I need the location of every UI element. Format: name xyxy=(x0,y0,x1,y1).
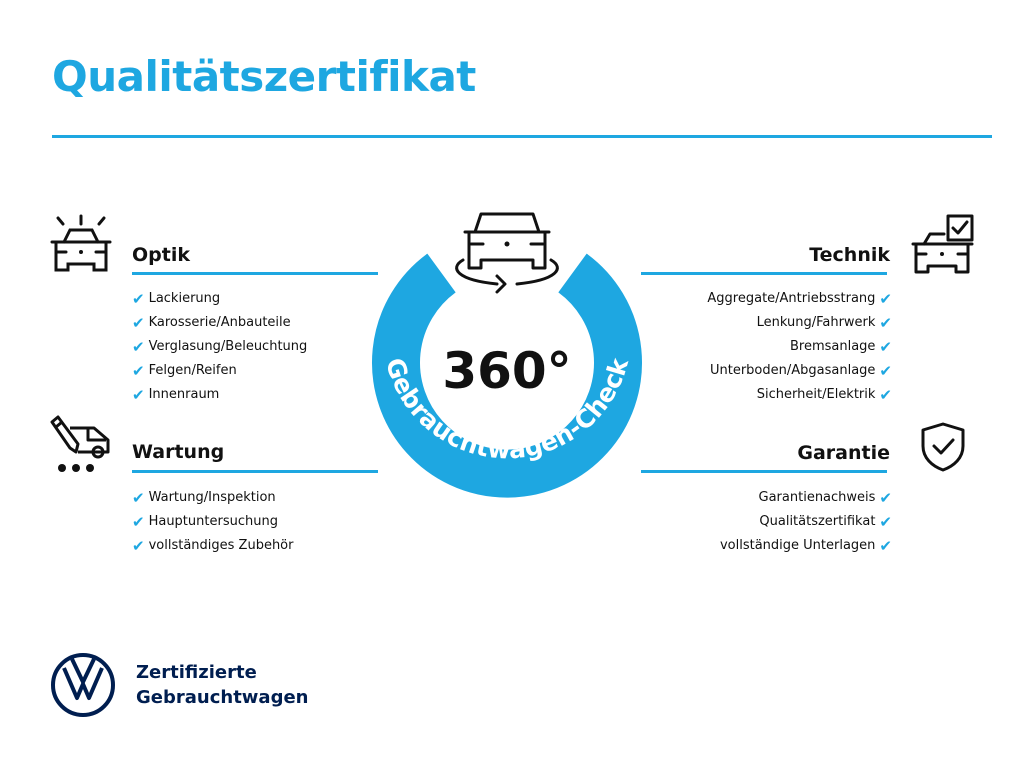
footer-line2: Gebrauchtwagen xyxy=(136,687,309,708)
item-label: Bremsanlage xyxy=(789,339,876,354)
check-icon: ✔ xyxy=(132,290,145,308)
check-icon: ✔ xyxy=(879,362,892,380)
item-label: Innenraum xyxy=(148,387,220,402)
check-icon: ✔ xyxy=(879,314,892,332)
list-item: Garantienachweis ✔ xyxy=(720,486,892,510)
list-item: ✔ Hauptuntersuchung xyxy=(132,510,293,534)
title-divider xyxy=(52,135,992,138)
list-item: ✔ Karosserie/Anbauteile xyxy=(132,311,307,335)
badge-ring xyxy=(372,253,642,498)
item-label: Hauptuntersuchung xyxy=(148,514,278,529)
check-icon: ✔ xyxy=(132,338,145,356)
technik-list: Aggregate/Antriebsstrang ✔ Lenkung/Fahrwe… xyxy=(707,287,892,407)
footer-line1: Zertifizierte xyxy=(136,662,257,683)
section-divider xyxy=(641,272,887,275)
shield-check-icon xyxy=(921,422,965,472)
section-divider xyxy=(641,470,887,473)
check-360-badge: Gebrauchtwagen-Check 360° xyxy=(372,212,642,498)
check-icon: ✔ xyxy=(879,386,892,404)
check-icon: ✔ xyxy=(132,386,145,404)
item-label: Garantienachweis xyxy=(758,490,876,505)
list-item: Aggregate/Antriebsstrang ✔ xyxy=(707,287,892,311)
item-label: Karosserie/Anbauteile xyxy=(148,315,291,330)
item-label: vollständiges Zubehör xyxy=(148,538,294,553)
check-icon: ✔ xyxy=(132,314,145,332)
list-item: ✔ Wartung/Inspektion xyxy=(132,486,293,510)
list-item: Lenkung/Fahrwerk ✔ xyxy=(707,311,892,335)
list-item: ✔ vollständiges Zubehör xyxy=(132,534,293,558)
footer-brand-text: Zertifizierte Gebrauchtwagen xyxy=(136,660,308,710)
list-item: Bremsanlage ✔ xyxy=(707,335,892,359)
check-icon: ✔ xyxy=(132,489,145,507)
section-title-wartung: Wartung xyxy=(132,441,225,463)
section-divider xyxy=(132,470,378,473)
service-van-icon xyxy=(50,415,110,472)
item-label: Wartung/Inspektion xyxy=(148,490,276,505)
list-item: Qualitätszertifikat ✔ xyxy=(720,510,892,534)
car-rotate-icon xyxy=(455,212,559,294)
optik-list: ✔ Lackierung ✔ Karosserie/Anbauteile ✔ Verg… xyxy=(132,287,307,407)
center-value: 360° xyxy=(442,342,571,400)
list-item: ✔ Verglasung/Beleuchtung xyxy=(132,335,307,359)
check-icon: ✔ xyxy=(879,489,892,507)
item-label: Unterboden/Abgasanlage xyxy=(709,363,876,378)
item-label: Lenkung/Fahrwerk xyxy=(756,315,876,330)
vw-logo xyxy=(51,653,115,717)
check-icon: ✔ xyxy=(132,362,145,380)
item-label: Lackierung xyxy=(148,291,221,306)
section-title-garantie: Garantie xyxy=(797,442,890,464)
list-item: vollständige Unterlagen ✔ xyxy=(720,534,892,558)
section-title-technik: Technik xyxy=(809,244,890,266)
check-icon: ✔ xyxy=(879,537,892,555)
page-title: Qualitätszertifikat xyxy=(52,52,476,101)
list-item: Sicherheit/Elektrik ✔ xyxy=(707,383,892,407)
item-label: vollständige Unterlagen xyxy=(719,538,876,553)
item-label: Felgen/Reifen xyxy=(148,363,237,378)
check-icon: ✔ xyxy=(879,290,892,308)
check-icon: ✔ xyxy=(879,338,892,356)
item-label: Aggregate/Antriebsstrang xyxy=(707,291,876,306)
section-title-optik: Optik xyxy=(132,244,190,266)
section-divider xyxy=(132,272,378,275)
item-label: Qualitätszertifikat xyxy=(759,514,876,529)
item-label: Verglasung/Beleuchtung xyxy=(148,339,308,354)
list-item: ✔ Lackierung xyxy=(132,287,307,311)
check-icon: ✔ xyxy=(879,513,892,531)
check-icon: ✔ xyxy=(132,537,145,555)
car-checklist-icon xyxy=(911,214,974,274)
list-item: Unterboden/Abgasanlage ✔ xyxy=(707,359,892,383)
item-label: Sicherheit/Elektrik xyxy=(756,387,876,402)
garantie-list: Garantienachweis ✔ Qualitätszertifikat ✔ v… xyxy=(720,486,892,558)
wartung-list: ✔ Wartung/Inspektion ✔ Hauptuntersuchung ✔… xyxy=(132,486,293,558)
list-item: ✔ Innenraum xyxy=(132,383,307,407)
list-item: ✔ Felgen/Reifen xyxy=(132,359,307,383)
car-lights-icon xyxy=(50,214,112,272)
check-icon: ✔ xyxy=(132,513,145,531)
